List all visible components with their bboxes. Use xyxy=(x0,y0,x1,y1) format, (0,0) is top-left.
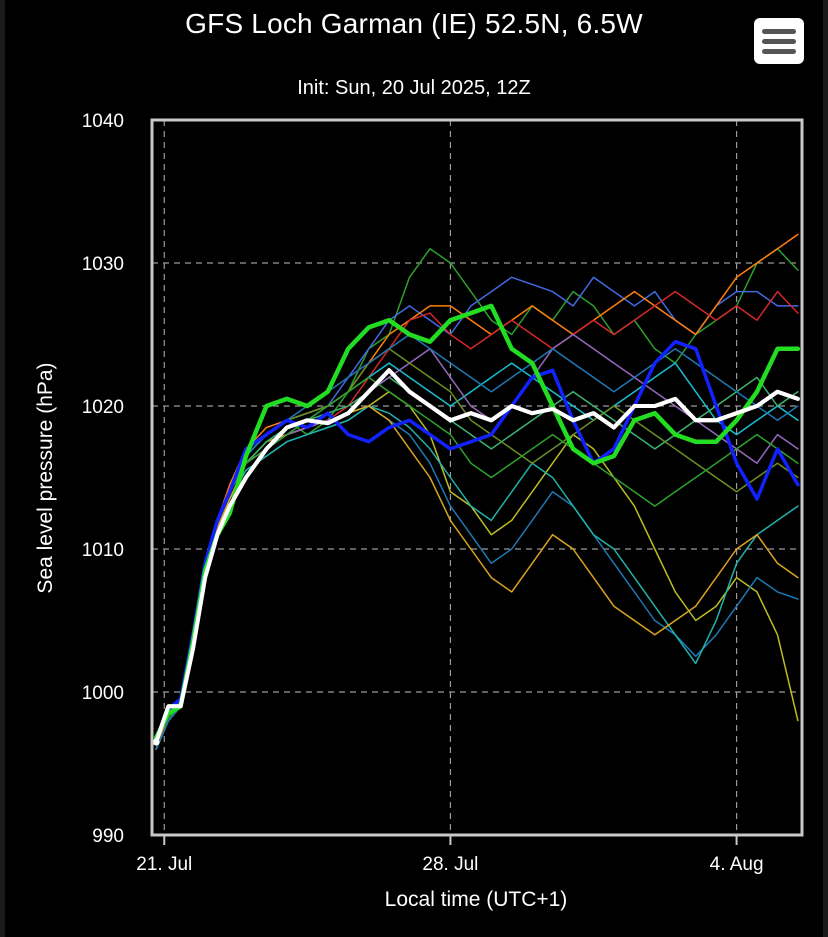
right-edge xyxy=(823,0,828,937)
series-start-point xyxy=(152,738,160,746)
y-tick-label: 1020 xyxy=(82,397,124,418)
y-axis-label: Sea level pressure (hPa) xyxy=(34,362,57,594)
menu-button[interactable] xyxy=(754,18,804,64)
series-line xyxy=(154,339,800,744)
x-axis-label: Local time (UTC+1) xyxy=(384,888,568,911)
chart-subtitle: Init: Sun, 20 Jul 2025, 12Z xyxy=(297,77,531,99)
x-tick-label: 21. Jul xyxy=(136,854,192,875)
hamburger-icon-bar xyxy=(762,48,796,54)
series-line xyxy=(155,233,799,750)
hamburger-icon-bar xyxy=(762,38,796,44)
y-tick-label: 1000 xyxy=(82,683,124,704)
plot-frame xyxy=(150,118,804,837)
series-line xyxy=(155,405,799,750)
y-tick-label: 1010 xyxy=(82,540,124,561)
series-line-mean xyxy=(154,368,799,743)
y-tick-label: 1040 xyxy=(82,111,124,132)
left-edge xyxy=(0,0,5,937)
y-tick-label: 990 xyxy=(92,826,124,847)
plot-area xyxy=(152,120,802,835)
x-tick-label: 28. Jul xyxy=(422,854,478,875)
chart-title: GFS Loch Garman (IE) 52.5N, 6.5W xyxy=(185,8,643,39)
hamburger-icon-bar xyxy=(762,28,796,34)
y-tick-label: 1030 xyxy=(82,254,124,275)
x-tick-label: 4. Aug xyxy=(710,854,764,875)
